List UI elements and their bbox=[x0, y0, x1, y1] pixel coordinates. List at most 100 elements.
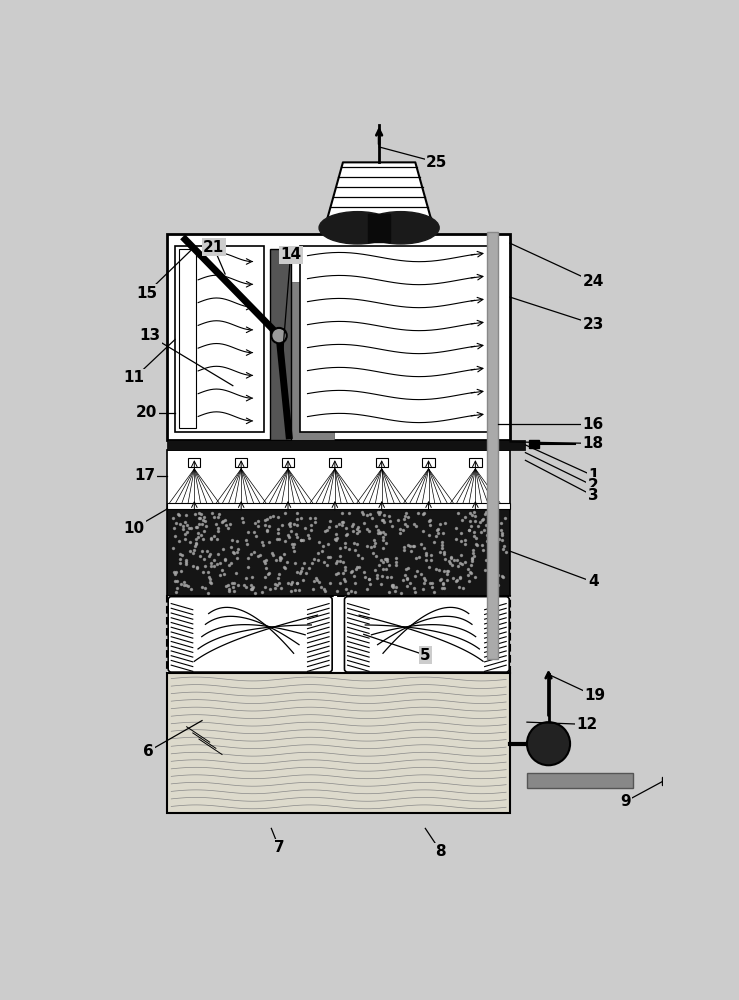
Point bbox=[242, 550, 253, 566]
Point bbox=[268, 508, 279, 524]
Point bbox=[200, 513, 211, 529]
Point bbox=[346, 563, 358, 579]
Point bbox=[181, 517, 193, 533]
Point bbox=[341, 526, 353, 542]
Point bbox=[168, 520, 180, 536]
Point bbox=[347, 516, 359, 532]
Point bbox=[415, 536, 427, 552]
Point bbox=[205, 555, 217, 571]
Point bbox=[177, 518, 189, 534]
Point bbox=[313, 552, 324, 568]
Point bbox=[398, 539, 410, 555]
Point bbox=[261, 523, 273, 539]
Point bbox=[350, 542, 361, 558]
Point bbox=[341, 527, 353, 543]
Point bbox=[196, 579, 208, 595]
Text: 8: 8 bbox=[435, 844, 446, 859]
Point bbox=[368, 532, 380, 548]
Point bbox=[499, 510, 511, 526]
Point bbox=[180, 577, 192, 593]
Point bbox=[479, 506, 491, 522]
Point bbox=[347, 518, 358, 534]
Point bbox=[442, 563, 454, 579]
Point bbox=[227, 544, 239, 560]
Point bbox=[415, 566, 427, 582]
Point bbox=[345, 564, 357, 580]
Point bbox=[428, 584, 440, 600]
Point bbox=[386, 518, 398, 534]
Point bbox=[467, 545, 479, 561]
Bar bbox=[167, 234, 510, 440]
Point bbox=[401, 578, 413, 594]
Point bbox=[226, 575, 238, 591]
Point bbox=[222, 520, 234, 536]
Point bbox=[398, 542, 410, 558]
Point bbox=[196, 543, 208, 559]
Point bbox=[383, 508, 395, 524]
Point bbox=[273, 566, 285, 582]
Point bbox=[490, 521, 502, 537]
Point bbox=[283, 529, 295, 545]
Point bbox=[262, 511, 273, 527]
Point bbox=[451, 572, 463, 588]
Point bbox=[190, 535, 202, 551]
Point bbox=[489, 585, 501, 601]
Point bbox=[259, 579, 271, 595]
Point bbox=[218, 566, 230, 582]
Point bbox=[470, 530, 482, 546]
Point bbox=[480, 504, 492, 520]
Point bbox=[194, 505, 205, 521]
Point bbox=[263, 534, 275, 550]
Point bbox=[455, 547, 467, 563]
Point bbox=[330, 531, 341, 547]
Point bbox=[441, 572, 453, 588]
Point bbox=[232, 541, 244, 557]
Point bbox=[195, 527, 207, 543]
Point bbox=[339, 535, 351, 551]
Point bbox=[228, 545, 240, 561]
Point bbox=[469, 504, 480, 520]
Point bbox=[344, 505, 355, 521]
Polygon shape bbox=[324, 162, 435, 232]
Point bbox=[246, 580, 258, 596]
Point bbox=[377, 540, 389, 556]
Point bbox=[397, 522, 409, 538]
Point bbox=[409, 516, 420, 532]
Point bbox=[367, 545, 378, 561]
Point bbox=[179, 514, 191, 530]
Point bbox=[274, 552, 286, 568]
Point bbox=[219, 552, 231, 568]
Point bbox=[174, 516, 185, 532]
Point bbox=[264, 581, 276, 597]
Point bbox=[176, 547, 188, 563]
Point bbox=[409, 568, 421, 584]
Point bbox=[247, 579, 259, 595]
Point bbox=[490, 574, 502, 590]
Point bbox=[454, 569, 466, 585]
Point bbox=[180, 507, 191, 523]
Point bbox=[402, 537, 414, 553]
Text: 10: 10 bbox=[123, 521, 145, 536]
Point bbox=[249, 515, 261, 531]
Point bbox=[485, 558, 497, 574]
Point bbox=[359, 569, 371, 585]
Point bbox=[309, 510, 321, 526]
Point bbox=[340, 573, 352, 589]
Point bbox=[293, 582, 304, 598]
Point bbox=[276, 580, 287, 596]
Point bbox=[245, 577, 256, 593]
Point bbox=[432, 521, 443, 537]
Point bbox=[361, 581, 373, 597]
Point bbox=[259, 517, 271, 533]
Point bbox=[435, 572, 446, 588]
Point bbox=[175, 576, 187, 592]
Text: 11: 11 bbox=[123, 370, 145, 385]
Point bbox=[168, 564, 180, 580]
Point bbox=[361, 538, 372, 554]
Point bbox=[194, 516, 205, 532]
Point bbox=[321, 557, 333, 573]
Point bbox=[459, 554, 471, 570]
Point bbox=[309, 514, 321, 530]
Point bbox=[169, 566, 181, 582]
Point bbox=[405, 543, 417, 559]
